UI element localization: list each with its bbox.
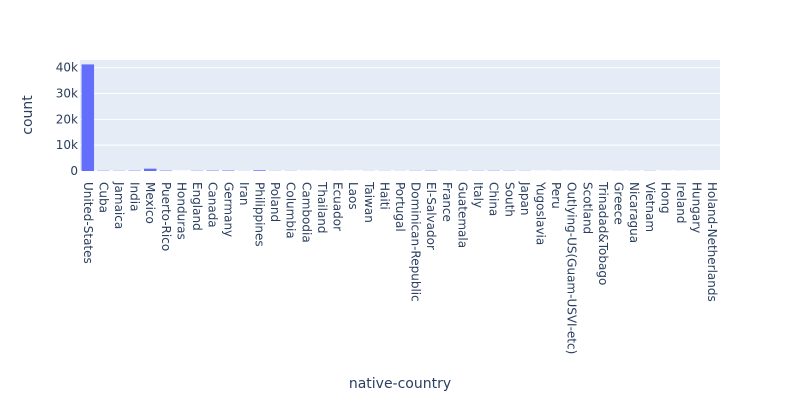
x-tick-label: Iran — [237, 182, 251, 205]
x-axis-title: native-country — [349, 376, 451, 392]
bar-germany[interactable] — [222, 170, 235, 171]
x-tick-label: Trinadad&Tobago — [596, 181, 610, 285]
x-tick-label: Taiwan — [362, 181, 376, 223]
bar-mexico[interactable] — [144, 168, 157, 171]
x-tick-label: South — [502, 182, 516, 217]
x-tick-label: Vietnam — [643, 182, 657, 232]
x-tick-label: Scotland — [580, 182, 594, 234]
x-tick-label: Greece — [612, 182, 626, 225]
y-axis-title: count — [20, 95, 36, 135]
x-tick-label: Philippines — [253, 182, 267, 247]
x-tick-label: Nicaragua — [627, 182, 641, 243]
x-tick-label: Jamaica — [112, 181, 126, 229]
x-tick-label: Haiti — [377, 182, 391, 210]
x-tick-label: Peru — [549, 182, 563, 209]
x-tick-label: Ireland — [674, 182, 688, 224]
x-tick-label: El-Salvador — [424, 182, 438, 250]
bar-united-states[interactable] — [81, 64, 95, 171]
bar-philippines[interactable] — [253, 170, 266, 171]
x-tick-label: Cuba — [96, 182, 110, 213]
bars — [81, 64, 719, 171]
x-tick-label: Dominican-Republic — [409, 182, 423, 302]
x-tick-label: France — [440, 182, 454, 222]
y-tick-label: 10k — [56, 138, 78, 152]
x-tick-label: Mexico — [143, 182, 157, 224]
x-tick-label: Italy — [471, 182, 485, 208]
x-tick-label: Guatemala — [455, 182, 469, 248]
x-tick-label: Columbia — [284, 182, 298, 239]
x-axis-ticks: United-States Cuba Jamaica India Mexico Puert… — [81, 181, 719, 354]
x-tick-label: Ecuador — [331, 182, 345, 231]
x-tick-label: Puerto-Rico — [159, 182, 173, 251]
x-tick-label: Holand-Netherlands — [705, 182, 719, 302]
y-tick-label: 0 — [70, 164, 78, 178]
x-tick-label: Germany — [221, 182, 235, 237]
x-tick-label: Laos — [346, 182, 360, 210]
y-tick-label: 20k — [56, 112, 78, 126]
x-tick-label: Hungary — [690, 182, 704, 233]
x-tick-label: Portugal — [393, 182, 407, 232]
x-tick-label: Yugoslavia — [533, 181, 547, 245]
x-tick-label: United-States — [81, 182, 95, 264]
plot-background — [80, 60, 720, 171]
x-tick-label: Thailand — [315, 181, 329, 234]
y-tick-label: 40k — [56, 61, 78, 75]
x-tick-label: Hong — [658, 182, 672, 214]
x-tick-label: England — [190, 182, 204, 231]
x-tick-label: Cambodia — [299, 182, 313, 243]
y-tick-label: 30k — [56, 87, 78, 101]
x-tick-label: Outlying-US(Guam-USVI-etc) — [565, 182, 579, 354]
x-tick-label: India — [128, 182, 142, 211]
y-axis-ticks: 0 10k 20k 30k 40k — [56, 61, 78, 178]
x-tick-label: China — [487, 182, 501, 216]
x-tick-label: Japan — [518, 181, 532, 215]
x-tick-label: Poland — [268, 182, 282, 222]
x-tick-label: Canada — [206, 182, 220, 228]
x-tick-label: Honduras — [174, 182, 188, 240]
